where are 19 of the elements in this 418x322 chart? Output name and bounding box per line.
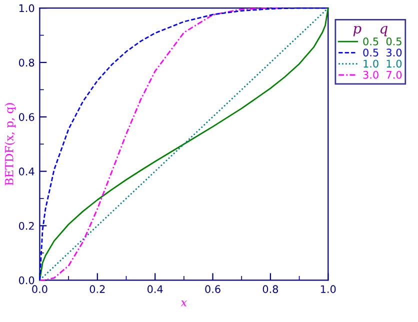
y-tick-label: 0.0 (18, 276, 34, 284)
y-tick-label: 0.8 (18, 58, 34, 67)
x-tick-label: 0.2 (90, 285, 105, 294)
legend-label: 1.0 1.0 (364, 60, 402, 68)
x-axis-title: x (180, 300, 187, 306)
y-tick-label: 0.4 (18, 168, 34, 176)
legend-title: p q (353, 26, 388, 36)
y-tick-label: 0.6 (18, 113, 34, 121)
y-tick-label: 0.2 (18, 222, 34, 230)
x-tick-label: 0.4 (147, 285, 163, 294)
legend-label: 3.0 7.0 (363, 70, 402, 79)
y-tick-label: 1.0 (19, 4, 34, 12)
legend-label: 0.5 0.5 (363, 37, 402, 46)
x-tick-label: 0.0 (32, 285, 48, 294)
legend-label: 0.5 3.0 (363, 48, 402, 56)
x-tick-label: 1.0 (320, 285, 336, 294)
x-tick-label: 0.8 (262, 285, 278, 294)
x-tick-label: 0.6 (205, 285, 220, 294)
y-axis-title: BETDF(x, p, q) (4, 103, 16, 186)
